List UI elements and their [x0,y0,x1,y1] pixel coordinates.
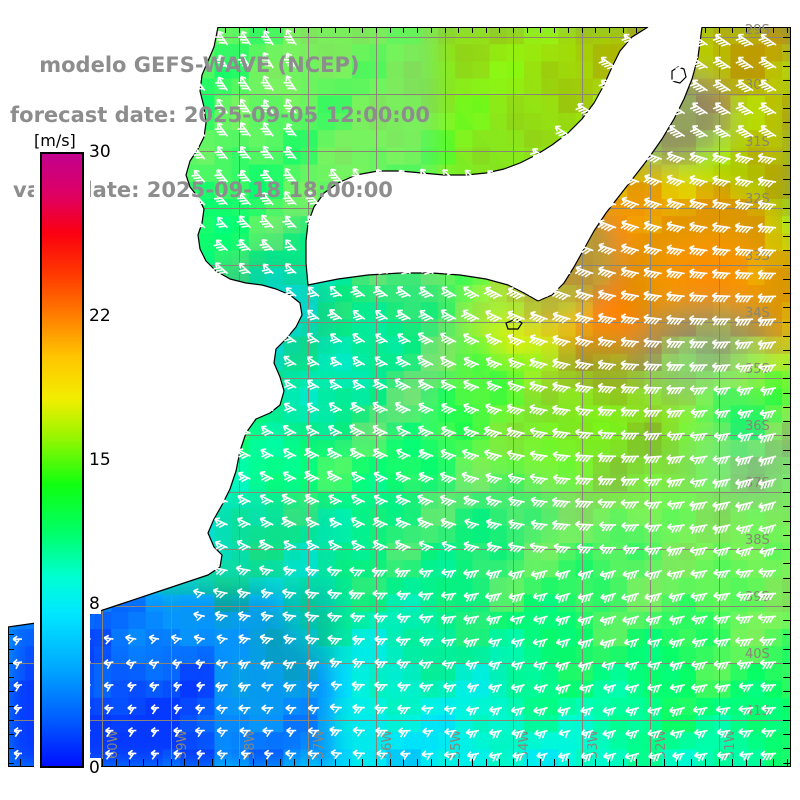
gridline-longitude [376,27,377,767]
colorbar[interactable] [34,146,90,774]
gridline-longitude [307,27,309,767]
latitude-label: 34S [745,305,770,321]
title-line-model: modelo GEFS-WAVE (NCEP) [39,53,360,77]
gridline-latitude [8,321,791,323]
gridline-latitude [8,435,791,437]
gridline-longitude [581,27,583,767]
colorbar-tick-label: 22 [88,306,112,327]
colorbar-tick-label: 8 [88,593,101,614]
colorbar-gradient [40,152,84,768]
latitude-label: 40S [745,646,770,662]
latitude-label: 36S [745,419,770,435]
gridline-longitude [513,27,514,767]
gridline-longitude [444,27,446,767]
gridline-longitude [718,27,720,767]
gridline-latitude [8,606,791,607]
title-line-forecast-date: forecast date: 2025-09-05 12:00:00 [10,103,430,127]
colorbar-tick-label: 15 [88,450,112,470]
colorbar-unit-label: [m/s] [32,131,78,150]
gridline-longitude [650,27,651,767]
latitude-label: 31S [745,134,770,150]
latitude-label: 38S [745,533,770,549]
colorbar-tick-label: 30 [88,142,112,162]
colorbar-tick-label: 0 [88,758,101,778]
gridline-latitude [8,719,791,721]
gridline-latitude [8,492,791,494]
